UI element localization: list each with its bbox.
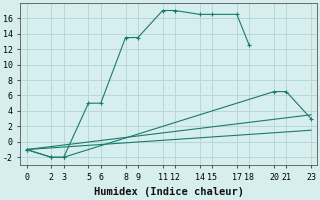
X-axis label: Humidex (Indice chaleur): Humidex (Indice chaleur) xyxy=(94,187,244,197)
